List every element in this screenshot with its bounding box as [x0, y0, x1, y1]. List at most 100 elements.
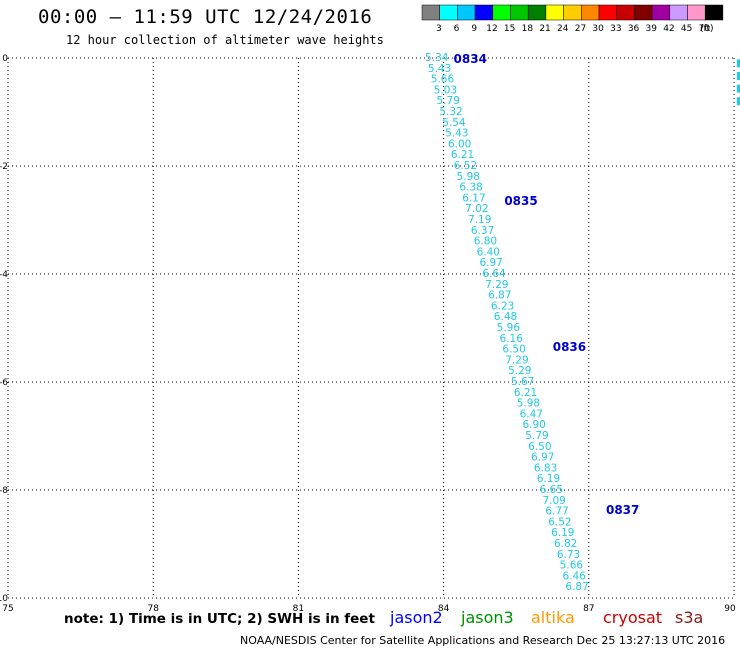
legend-swatch — [687, 4, 706, 21]
legend-label: 18 — [522, 24, 534, 34]
wave-height-label: 5.66 — [560, 560, 584, 572]
legend-label: 33 — [610, 24, 621, 34]
legend-label: 36 — [628, 24, 640, 34]
legend-swatch — [492, 4, 511, 21]
wave-height-label: 6.65 — [540, 484, 563, 496]
legend-label: 30 — [592, 24, 604, 34]
time-label: 0834 — [454, 52, 487, 66]
legend-swatch — [598, 4, 617, 21]
legend-label: 12 — [486, 24, 497, 34]
lat-tick-label: -4 — [0, 270, 8, 280]
lat-tick-label: -10 — [0, 594, 8, 604]
satellite-name: jason3 — [461, 608, 514, 627]
wave-height-label: 6.90 — [522, 419, 545, 431]
wave-height-label: 6.47 — [520, 408, 543, 420]
lon-tick-label: 90 — [724, 604, 736, 614]
wave-height-label: 6.82 — [554, 538, 577, 550]
axis-tick-labels: 75 78 81 84 87 90 0 -2 -4 -6 -8 -10 — [0, 54, 736, 614]
satellite-name: jason2 — [390, 608, 443, 627]
wave-height-label: 6.77 — [545, 506, 568, 518]
wave-height-label: 6.87 — [488, 290, 511, 302]
wave-height-label: 5.54 — [442, 117, 466, 129]
footer-note: note: 1) Time is in UTC; 2) SWH is in fe… — [64, 611, 375, 627]
legend-swatch — [581, 4, 600, 21]
edge-track-mark — [736, 84, 740, 93]
wave-height-label: 5.34 — [425, 52, 449, 64]
wave-height-label: 5.32 — [439, 106, 462, 118]
legend-swatch — [439, 4, 458, 21]
lon-tick-label: 81 — [293, 604, 304, 614]
legend-label: 21 — [539, 24, 550, 34]
wave-height-label: 6.37 — [471, 225, 494, 237]
wave-height-label: 5.66 — [431, 74, 455, 86]
wave-height-label: 5.43 — [428, 63, 451, 75]
wave-height-label: 6.73 — [557, 549, 580, 561]
edge-track-mark — [736, 59, 740, 68]
legend-swatch — [704, 4, 724, 21]
legend-label: 24 — [557, 24, 569, 34]
wave-height-label: 6.97 — [531, 452, 554, 464]
wave-height-label: 6.21 — [514, 387, 537, 399]
time-label: 0835 — [504, 194, 537, 208]
wave-height-label: 5.03 — [434, 84, 457, 96]
lon-tick-label: 84 — [438, 604, 450, 614]
wave-height-label: 5.79 — [525, 430, 548, 442]
legend-swatch — [510, 4, 529, 21]
wave-height-label: 6.38 — [459, 182, 482, 194]
map-grid — [7, 57, 735, 599]
legend-label: 70 — [699, 24, 711, 34]
wave-height-label: 6.48 — [494, 311, 517, 323]
footer-credit: NOAA/NESDIS Center for Satellite Applica… — [240, 634, 726, 647]
legend-swatch — [634, 4, 653, 21]
wave-height-label: 6.19 — [551, 527, 574, 539]
wave-height-label: 6.87 — [565, 581, 588, 593]
legend-swatch — [563, 4, 582, 21]
wave-height-label: 6.64 — [482, 268, 506, 280]
wave-height-label: 5.79 — [437, 95, 460, 107]
wave-height-label: 6.19 — [537, 473, 560, 485]
legend-swatch — [527, 4, 547, 21]
wave-height-label: 6.16 — [500, 333, 524, 345]
legend-label: 9 — [471, 24, 477, 34]
lon-tick-label: 78 — [147, 604, 159, 614]
wave-height-label: 6.23 — [491, 300, 514, 312]
legend-label: 45 — [681, 24, 692, 34]
legend-label: 3 — [436, 24, 442, 34]
legend-label: 42 — [663, 24, 674, 34]
wave-height-label: 7.02 — [465, 203, 488, 215]
legend-swatch — [616, 4, 635, 21]
wave-height-label: 6.83 — [534, 462, 557, 474]
satellite-name: cryosat — [603, 608, 663, 627]
wave-height-label: 5.67 — [511, 376, 534, 388]
legend-swatch — [545, 4, 564, 21]
legend-swatch — [651, 4, 671, 21]
lat-tick-label: 0 — [2, 54, 8, 64]
wave-height-label: 5.43 — [445, 128, 468, 140]
satellite-name: altika — [531, 608, 575, 627]
legend-label: 27 — [575, 24, 586, 34]
page-subtitle: 12 hour collection of altimeter wave hei… — [66, 33, 384, 47]
edge-track-mark — [736, 97, 740, 106]
wave-height-label: 6.52 — [454, 160, 477, 172]
wave-height-label: 5.29 — [508, 365, 531, 377]
wave-height-label: 6.52 — [548, 516, 571, 528]
satellite-name: s3a — [675, 608, 704, 627]
legend-label: 15 — [504, 24, 515, 34]
legend-label: 6 — [454, 24, 460, 34]
legend-swatch — [669, 4, 688, 21]
wave-height-label: 7.29 — [505, 354, 528, 366]
wave-height-label: 6.17 — [462, 192, 485, 204]
wave-height-label: 5.96 — [497, 322, 521, 334]
page-title: 00:00 – 11:59 UTC 12/24/2016 — [38, 6, 373, 28]
lat-tick-label: -8 — [0, 486, 8, 496]
wave-height-label: 6.80 — [474, 236, 497, 248]
lat-tick-label: -2 — [0, 162, 8, 172]
satellite-track: 5.345.435.665.035.795.325.545.436.006.21… — [425, 52, 740, 593]
wave-height-label: 7.19 — [468, 214, 491, 226]
legend-swatch — [474, 4, 494, 21]
lat-tick-label: -6 — [0, 378, 8, 388]
wave-height-label: 6.40 — [477, 246, 500, 258]
wave-height-label: 6.46 — [563, 570, 587, 582]
time-label: 0837 — [606, 503, 639, 517]
